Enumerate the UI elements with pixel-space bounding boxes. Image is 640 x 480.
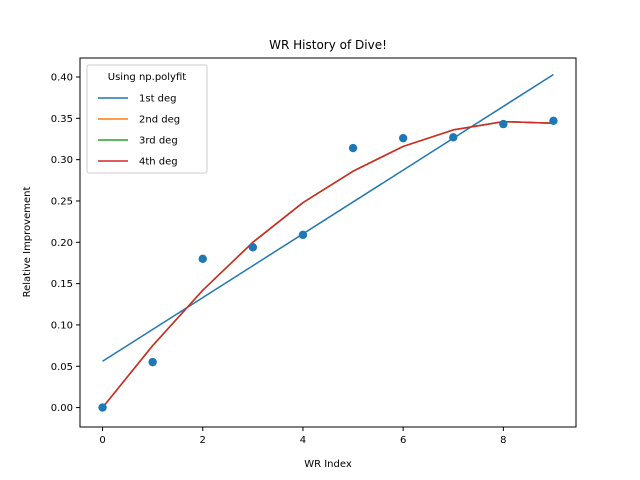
x-axis-label: WR Index [304, 459, 352, 470]
legend-title: Using np.polyfit [108, 72, 186, 83]
x-tick-label: 6 [400, 435, 406, 446]
legend-label-4: 4th deg [139, 157, 178, 168]
y-tick-label: 0.15 [51, 279, 73, 290]
data-point [198, 254, 207, 264]
series-line-1 [102, 73, 554, 362]
y-tick-label: 0.30 [51, 155, 73, 166]
series-line-4 [101, 120, 554, 409]
legend-label-2: 2nd deg [139, 115, 180, 126]
y-tick-label: 0.35 [51, 114, 73, 125]
y-tick-label: 0.10 [51, 320, 73, 331]
data-point [499, 119, 508, 129]
plot-area [98, 73, 558, 412]
x-tick-label: 0 [99, 435, 105, 446]
data-point [98, 403, 107, 412]
legend-label-1: 1st deg [139, 94, 177, 105]
x-axis: 0 2 4 6 8 [99, 427, 507, 446]
x-tick-label: 8 [500, 435, 506, 446]
chart-title: WR History of Dive! [269, 38, 387, 52]
y-tick-label: 0.40 [51, 73, 73, 84]
data-point [148, 357, 157, 367]
x-tick-label: 4 [300, 435, 306, 446]
x-tick-label: 2 [200, 435, 206, 446]
legend: Using np.polyfit 1st deg 2nd deg 3rd deg 4t… [86, 64, 208, 174]
legend-entries: 1st deg 2nd deg 3rd deg 4th deg [98, 94, 180, 168]
legend-label-3: 3rd deg [139, 136, 178, 147]
y-axis-label: Relative Improvement [22, 187, 33, 298]
data-point [549, 116, 558, 126]
y-tick-label: 0.00 [51, 403, 73, 414]
data-point [449, 133, 458, 142]
y-tick-label: 0.05 [51, 362, 73, 373]
data-point [248, 243, 258, 252]
data-point [348, 143, 358, 153]
y-tick-label: 0.20 [51, 238, 73, 249]
data-point [298, 230, 308, 240]
data-point [398, 133, 408, 143]
y-axis: 0.00 0.05 0.10 0.15 0.20 0.25 0.30 0.35 0.40 [51, 73, 80, 414]
legend-box [86, 64, 208, 174]
y-tick-label: 0.25 [51, 196, 73, 207]
